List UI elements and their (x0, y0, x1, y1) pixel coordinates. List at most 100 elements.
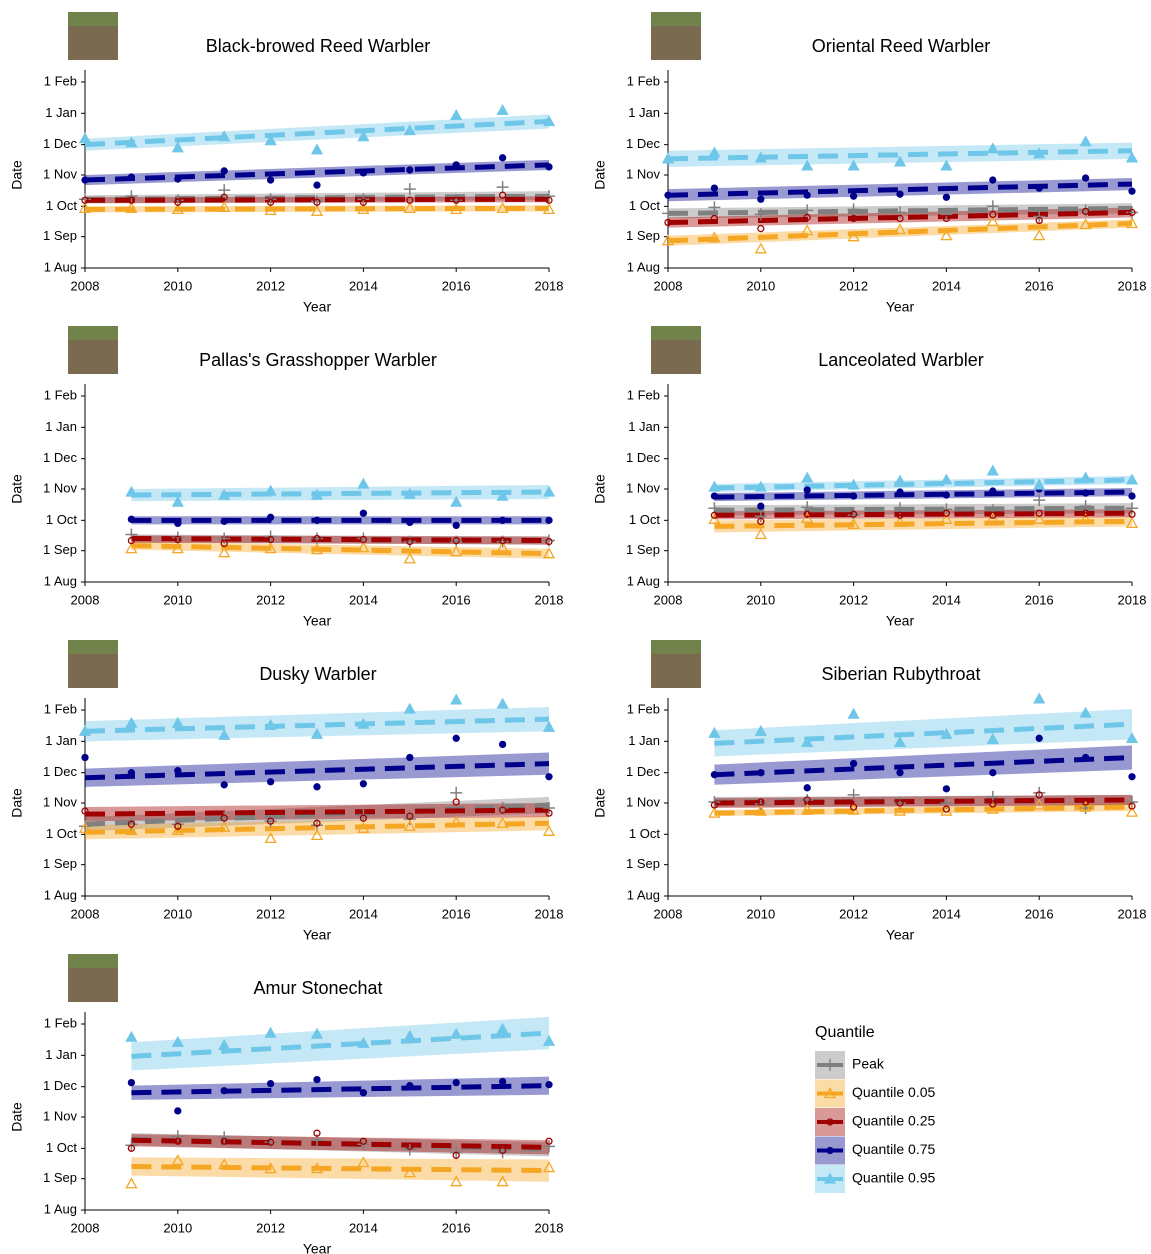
x-tick-label: 2010 (746, 592, 775, 607)
point (453, 735, 459, 741)
point (1083, 755, 1089, 761)
y-tick-label: 1 Jan (628, 419, 660, 434)
point (451, 695, 461, 704)
point (851, 761, 857, 767)
panel-title: Siberian Rubythroat (821, 664, 980, 684)
x-tick-label: 2008 (654, 592, 683, 607)
x-tick-label: 2012 (839, 278, 868, 293)
x-tick-label: 2012 (256, 1220, 285, 1235)
y-tick-label: 1 Oct (46, 1140, 77, 1155)
point (756, 244, 766, 253)
y-axis-label: Date (592, 160, 608, 190)
y-tick-label: 1 Feb (44, 387, 77, 402)
x-tick-label: 2008 (71, 1220, 100, 1235)
y-tick-label: 1 Dec (626, 136, 660, 151)
point (988, 466, 998, 475)
point (990, 177, 996, 183)
bird-photo-bg (651, 640, 701, 654)
point (1129, 774, 1135, 780)
point (407, 519, 413, 525)
legend-label: Quantile 0.25 (852, 1113, 935, 1129)
point (827, 1148, 833, 1154)
y-axis-label: Date (9, 474, 25, 504)
y-tick-label: 1 Aug (627, 259, 660, 274)
y-tick-label: 1 Jan (628, 105, 660, 120)
point (1081, 137, 1091, 146)
y-tick-label: 1 Sep (43, 228, 77, 243)
point (314, 182, 320, 188)
y-tick-label: 1 Jan (45, 105, 77, 120)
x-tick-label: 2016 (442, 1220, 471, 1235)
point (1083, 175, 1089, 181)
x-tick-label: 2010 (163, 592, 192, 607)
point (128, 174, 134, 180)
panel-title: Pallas's Grasshopper Warbler (199, 350, 437, 370)
y-tick-label: 1 Sep (43, 542, 77, 557)
y-tick-label: 1 Feb (44, 701, 77, 716)
point (221, 518, 227, 524)
y-tick-label: 1 Oct (46, 512, 77, 527)
x-tick-label: 2014 (932, 592, 961, 607)
figure: Quantile Black-browed Reed WarblerDateYe… (0, 0, 1151, 1254)
point (175, 520, 181, 526)
x-tick-label: 2016 (1025, 906, 1054, 921)
point (711, 185, 717, 191)
point (665, 192, 671, 198)
bird-photo-bg (68, 326, 118, 340)
point (897, 489, 903, 495)
x-tick-label: 2008 (71, 278, 100, 293)
point (500, 155, 506, 161)
point (453, 522, 459, 528)
x-tick-label: 2016 (1025, 592, 1054, 607)
point (1036, 185, 1042, 191)
point (450, 787, 462, 799)
x-tick-label: 2016 (442, 906, 471, 921)
point (268, 177, 274, 183)
point (1083, 490, 1089, 496)
panel-title: Dusky Warbler (259, 664, 376, 684)
x-tick-label: 2014 (349, 592, 378, 607)
x-tick-label: 2008 (71, 592, 100, 607)
point (500, 1079, 506, 1085)
point (128, 516, 134, 522)
point (1036, 735, 1042, 741)
bird-photo-bg (651, 326, 701, 340)
point (221, 1088, 227, 1094)
point (268, 779, 274, 785)
y-tick-label: 1 Nov (43, 480, 77, 495)
x-tick-label: 2012 (256, 592, 285, 607)
x-axis-label: Year (303, 1241, 332, 1254)
y-tick-label: 1 Nov (626, 166, 660, 181)
point (268, 514, 274, 520)
x-axis-label: Year (303, 299, 332, 315)
y-tick-label: 1 Aug (44, 1201, 77, 1216)
point (314, 1077, 320, 1083)
y-tick-label: 1 Oct (629, 826, 660, 841)
point (851, 193, 857, 199)
x-axis-label: Year (303, 613, 332, 629)
point (804, 785, 810, 791)
point (221, 782, 227, 788)
y-axis-label: Date (592, 788, 608, 818)
legend-title: Quantile (815, 1024, 875, 1041)
point (360, 170, 366, 176)
point (500, 741, 506, 747)
point (500, 517, 506, 523)
x-tick-label: 2018 (1118, 592, 1147, 607)
y-tick-label: 1 Feb (627, 701, 660, 716)
x-tick-label: 2012 (256, 906, 285, 921)
y-axis-label: Date (9, 788, 25, 818)
point (851, 493, 857, 499)
y-tick-label: 1 Sep (43, 856, 77, 871)
y-tick-label: 1 Sep (626, 856, 660, 871)
y-tick-label: 1 Jan (45, 419, 77, 434)
point (128, 770, 134, 776)
point (498, 105, 508, 114)
point (990, 770, 996, 776)
point (943, 492, 949, 498)
point (126, 1179, 136, 1188)
point (175, 768, 181, 774)
x-axis-label: Year (886, 299, 915, 315)
point (546, 774, 552, 780)
y-tick-label: 1 Nov (43, 794, 77, 809)
